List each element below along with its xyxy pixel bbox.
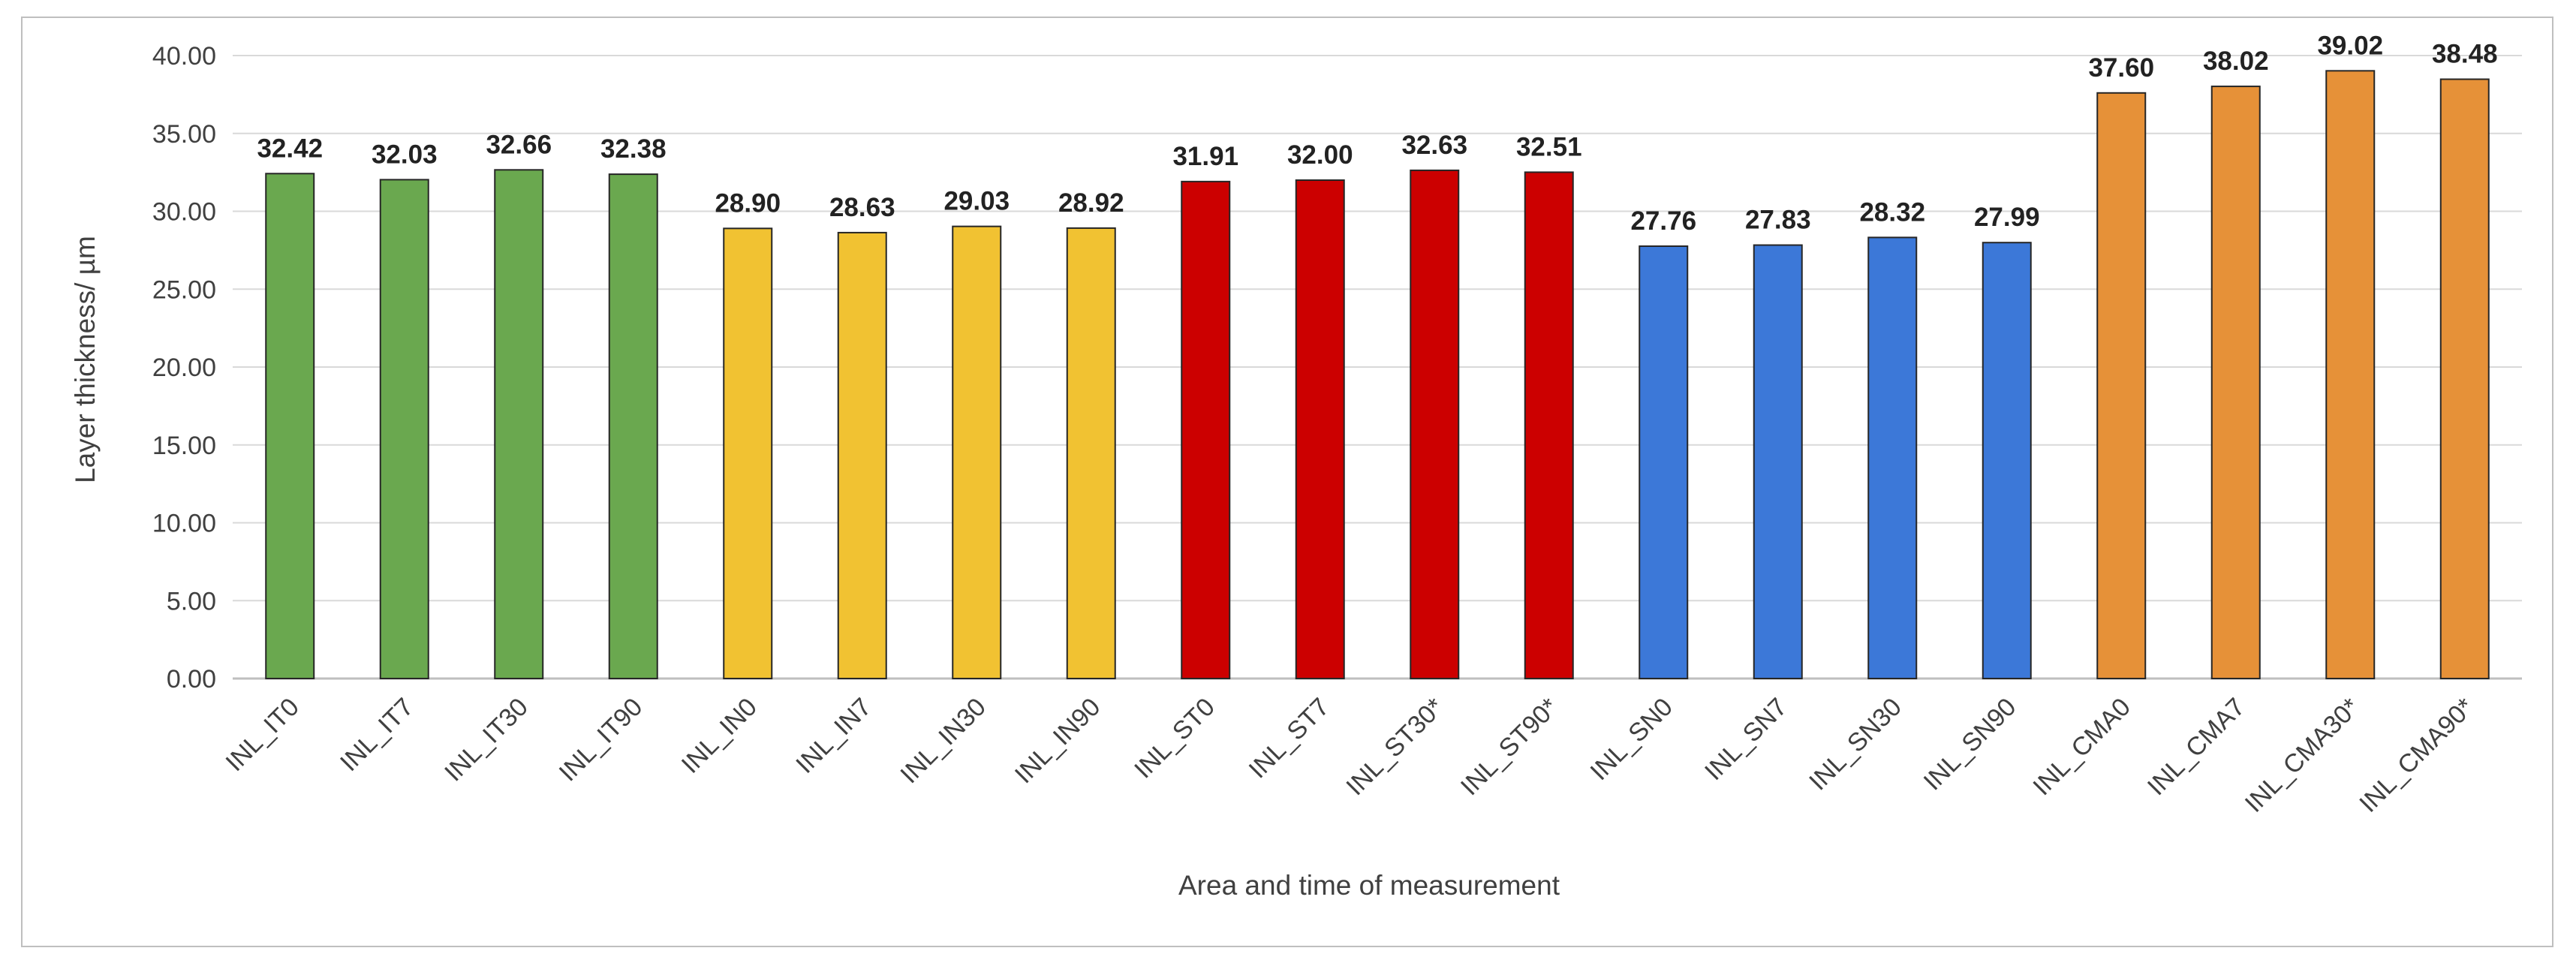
data-label: 32.42 [257, 134, 323, 163]
x-tick-label: INL_IT90 [554, 693, 649, 787]
y-axis-title: Layer thickness/ µm [70, 236, 101, 483]
data-label: 28.32 [1859, 197, 1925, 227]
bar [1410, 169, 1460, 680]
x-tick-label: INL_IT7 [335, 693, 419, 777]
bar-chart: 0.00 5.00 10.00 15.00 20.00 25.00 30.00 35.00 40… [70, 31, 2522, 901]
y-tick-label: 20.00 [152, 354, 216, 382]
data-label: 32.66 [486, 130, 552, 159]
x-tick-label: INL_IN7 [790, 693, 877, 779]
bar [723, 227, 773, 679]
bar [1066, 227, 1116, 680]
x-tick-label: INL_ST7 [1244, 693, 1335, 784]
data-label: 31.91 [1172, 142, 1238, 171]
x-tick-label: INL_ST0 [1129, 693, 1220, 784]
data-label: 27.83 [1745, 206, 1811, 235]
gridlines [233, 55, 2522, 680]
x-tick-label: INL_IN30 [895, 693, 991, 789]
bar [1639, 245, 1689, 680]
x-tick-label: INL_CMA90* [2354, 693, 2479, 818]
y-tick-label: 30.00 [152, 198, 216, 227]
bar [379, 179, 429, 679]
x-tick-label: INL_SN90 [1918, 693, 2022, 796]
x-tick-label: INL_ST30* [1341, 693, 1449, 801]
bar [1867, 236, 1918, 679]
x-tick-label: INL_IN90 [1010, 693, 1106, 789]
x-tick-label: INL_CMA7 [2142, 693, 2250, 801]
bar [1181, 180, 1231, 679]
data-label: 38.48 [2432, 40, 2498, 69]
x-axis-categories: INL_IT0 INL_IT7 INL_IT30 INL_IT90 INL_IN0 INL… [221, 693, 2480, 818]
bar [1295, 179, 1345, 679]
x-tick-label: INL_IN0 [676, 693, 763, 779]
data-label: 32.03 [372, 140, 438, 169]
bar [1753, 244, 1803, 679]
y-tick-label: 15.00 [152, 432, 216, 460]
bar [1982, 242, 2032, 679]
data-label: 32.51 [1516, 132, 1582, 161]
y-tick-label: 10.00 [152, 510, 216, 538]
x-tick-label: INL_ST90* [1455, 693, 1563, 801]
data-label: 38.02 [2203, 47, 2269, 76]
y-tick-label: 25.00 [152, 275, 216, 304]
data-label: 32.00 [1287, 140, 1353, 170]
bar [2325, 70, 2376, 679]
bar [2210, 86, 2261, 679]
data-label: 28.63 [829, 193, 895, 222]
data-label: 27.76 [1630, 206, 1696, 236]
data-label: 39.02 [2317, 31, 2383, 60]
y-tick-label: 35.00 [152, 120, 216, 149]
x-tick-label: INL_CMA0 [2027, 693, 2135, 801]
data-label: 32.63 [1401, 131, 1467, 160]
data-label: 28.90 [715, 188, 781, 218]
data-label: 28.92 [1058, 188, 1124, 218]
bar [837, 231, 887, 679]
bars [265, 70, 2490, 680]
y-axis-ticks: 0.00 5.00 10.00 15.00 20.00 25.00 30.00 35.00 40… [152, 42, 216, 694]
data-label: 32.38 [600, 134, 667, 164]
y-tick-label: 5.00 [167, 587, 216, 615]
data-label: 29.03 [943, 187, 1010, 216]
x-axis-title: Area and time of measurement [1178, 870, 1560, 901]
bar [2439, 78, 2490, 680]
bar [2096, 92, 2147, 680]
bar [494, 169, 544, 679]
x-tick-label: INL_CMA30* [2240, 693, 2365, 818]
x-tick-label: INL_SN30 [1804, 693, 1907, 796]
chart-frame: 0.00 5.00 10.00 15.00 20.00 25.00 30.00 35.00 40… [21, 17, 2553, 947]
y-tick-label: 40.00 [152, 42, 216, 71]
bar [1524, 171, 1574, 680]
x-tick-label: INL_IT30 [439, 693, 534, 787]
bar [952, 225, 1002, 679]
bar [608, 173, 658, 680]
x-tick-label: INL_SN0 [1584, 693, 1678, 786]
bar [265, 173, 315, 680]
y-tick-label: 0.00 [167, 665, 216, 694]
data-label: 37.60 [2088, 53, 2154, 83]
x-tick-label: INL_SN7 [1699, 693, 1792, 786]
x-tick-label: INL_IT0 [221, 693, 305, 777]
data-labels: 32.42 32.03 32.66 32.38 28.90 28.63 29.03 28.92… [257, 31, 2497, 236]
data-label: 27.99 [1974, 203, 2040, 232]
